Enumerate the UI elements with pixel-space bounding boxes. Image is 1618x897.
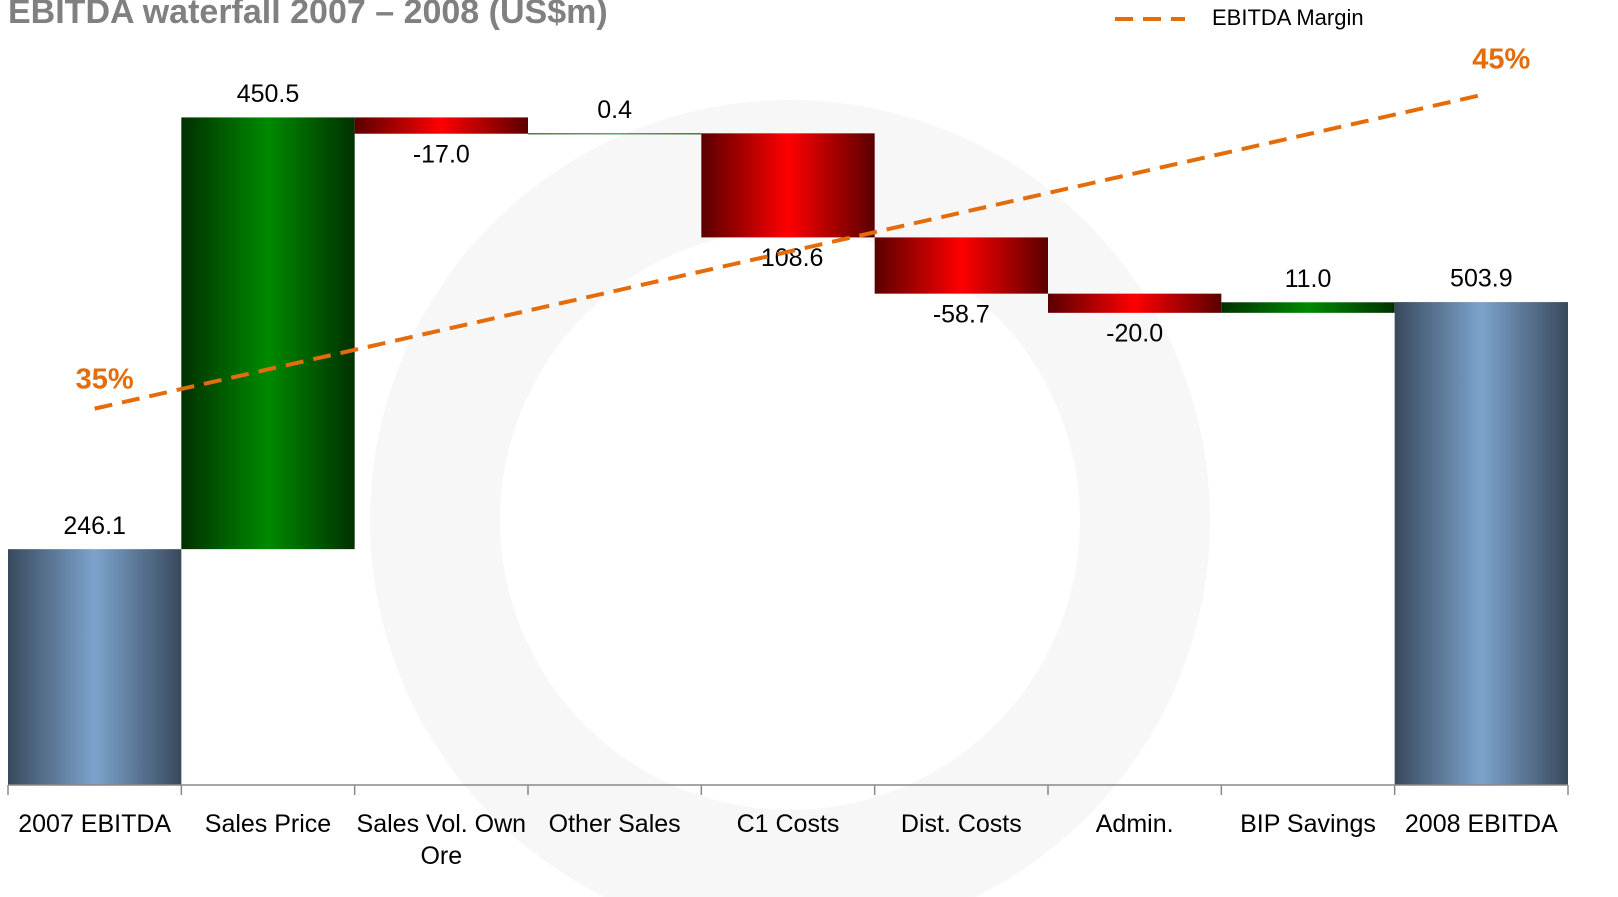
x-tick-label: Dist. Costs [900,810,1022,838]
bar [1048,293,1222,313]
data-label: -17.0 [413,140,470,168]
bar [701,133,875,238]
bar [8,549,182,785]
margin-label: 45% [1472,44,1530,76]
bar [1394,302,1568,785]
x-tick-label: BIP Savings [1240,810,1376,838]
chart-title: EBITDA waterfall 2007 – 2008 (US$m) [8,0,608,31]
bar [1221,302,1395,313]
data-label: 503.9 [1450,265,1513,293]
x-tick-label: Sales Vol. Own Ore [356,810,527,870]
x-tick-label: Sales Price [204,810,332,838]
x-tick-label: Other Sales [548,810,681,838]
watermark-inner [500,230,1080,810]
x-tick-label: 2008 EBITDA [1404,810,1558,838]
bar [874,237,1048,294]
bar [528,133,702,135]
x-tick-label: 2007 EBITDA [18,810,172,838]
x-tick-label: Admin. [1095,810,1174,838]
data-label: 0.4 [597,96,632,124]
data-label: 246.1 [63,512,126,540]
x-tick-label: C1 Costs [736,810,840,838]
bar [181,117,355,550]
legend-label: EBITDA Margin [1212,5,1364,30]
data-label: 450.5 [237,80,300,108]
bar [354,117,528,134]
data-label: -20.0 [1106,319,1163,347]
margin-label: 35% [76,363,134,395]
data-label: -58.7 [933,300,990,328]
data-label: 11.0 [1285,265,1332,293]
margin-line [94,93,1482,411]
